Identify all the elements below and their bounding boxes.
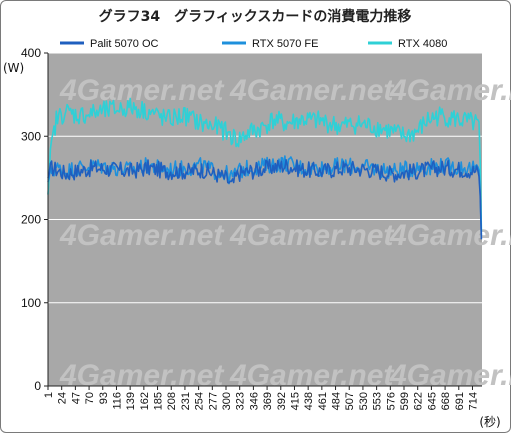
watermark-text: 4Gamer.net [389,74,511,107]
y-tick-label: 100 [21,296,41,310]
x-axis-ticks: 1 24 47 70 93 116 139 162 185 208 231 254 277 300 323 3… [43,386,479,410]
watermark-layer: 4Gamer.net4Gamer.net4Gamer.net4Gamer.net… [59,74,511,392]
y-tick-label: 200 [21,213,41,227]
watermark-text: 4Gamer.net [389,359,511,392]
x-tick-label: 576 [385,392,397,410]
legend: Palit 5070 OC RTX 5070 FE RTX 4080 [60,38,447,50]
x-tick-label: 507 [344,392,356,410]
x-tick-label: 254 [194,392,206,410]
legend-label: RTX 5070 FE [252,38,318,50]
x-tick-label: 691 [454,392,466,410]
x-tick-label: 415 [289,392,301,410]
watermark-text: 4Gamer.net [229,219,395,252]
x-tick-label: 369 [262,392,274,410]
x-axis-unit: (秒) [479,415,500,429]
series-line-0 [47,158,483,240]
y-axis-ticks: 0 100 200 300 400 [21,46,482,393]
x-tick-label: 530 [358,392,370,410]
x-tick-label: 277 [207,392,219,410]
x-tick-label: 346 [248,392,260,410]
x-tick-label: 139 [125,392,137,410]
x-tick-label: 484 [331,392,343,410]
x-tick-label: 208 [166,392,178,410]
x-tick-label: 300 [221,392,233,410]
x-tick-label: 392 [276,392,288,410]
x-tick-label: 116 [111,392,123,410]
watermark-text: 4Gamer.net [59,219,225,252]
watermark-text: 4Gamer.net [389,219,511,252]
watermark-text: 4Gamer.net [229,359,395,392]
x-tick-label: 47 [70,392,82,404]
x-tick-label: 622 [413,392,425,410]
series-line-2 [47,97,483,231]
legend-label: Palit 5070 OC [90,38,159,50]
x-tick-label: 461 [317,392,329,410]
series-lines [47,97,483,240]
watermark-text: 4Gamer.net [59,359,225,392]
x-tick-label: 231 [180,392,192,410]
x-tick-label: 185 [153,392,165,410]
watermark-text: 4Gamer.net [229,74,395,107]
x-tick-label: 93 [98,392,110,404]
x-tick-label: 645 [426,392,438,410]
x-tick-label: 24 [57,392,69,404]
x-tick-label: 162 [139,392,151,410]
x-tick-label: 438 [303,392,315,410]
chart-title: グラフ34 グラフィックスカードの消費電力推移 [99,8,412,25]
y-tick-label: 0 [34,379,41,393]
x-tick-label: 323 [235,392,247,410]
x-tick-label: 70 [84,392,96,404]
x-tick-label: 714 [467,392,479,410]
legend-label: RTX 4080 [398,38,447,50]
y-tick-label: 400 [21,46,41,60]
y-tick-label: 300 [21,129,41,143]
y-axis-unit: (W) [3,61,24,75]
x-tick-label: 553 [372,392,384,410]
x-tick-label: 668 [440,392,452,410]
x-tick-label: 1 [43,392,55,398]
x-tick-label: 599 [399,392,411,410]
